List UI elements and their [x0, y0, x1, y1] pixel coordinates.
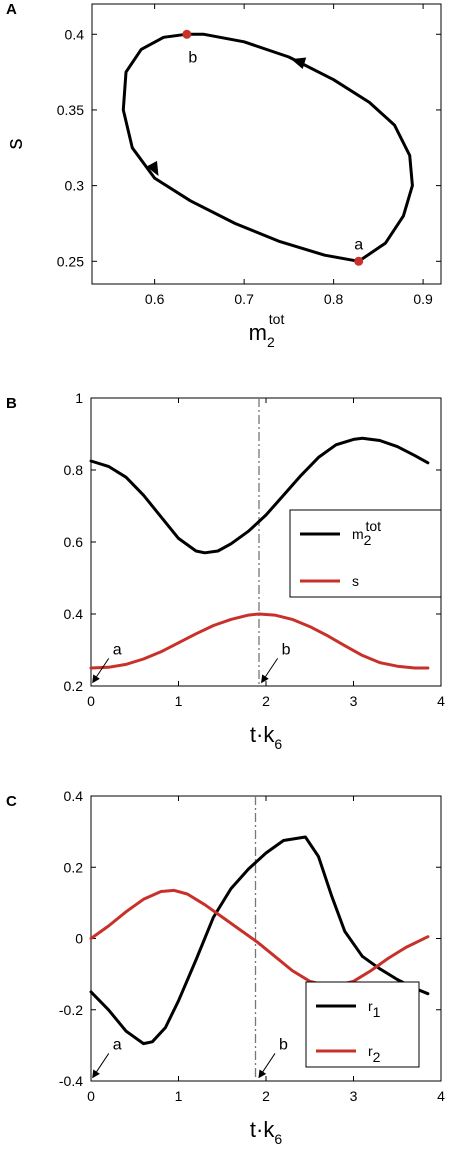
y-tick-label: 0.8 [64, 462, 84, 478]
annotation-arrow [261, 658, 279, 684]
panel-letter: A [6, 1, 17, 18]
series-line [89, 888, 430, 989]
legend-label-main: r [368, 1043, 373, 1059]
y-tick-label: 0.4 [65, 26, 85, 42]
x-axis-label: m2 tot [249, 311, 285, 350]
legend-label: s [352, 573, 359, 589]
y-tick-label: -0.4 [59, 1073, 83, 1089]
legend-label-main: s [352, 573, 359, 589]
x-tick-label: 1 [175, 1088, 183, 1104]
legend-label-sub: 2 [373, 1049, 381, 1065]
y-tick-label: 1 [75, 390, 83, 406]
series-line [89, 835, 430, 1046]
x-tick-label: 3 [350, 693, 358, 709]
y-tick-label: 0 [75, 931, 83, 947]
y-tick-label: 0.35 [57, 102, 84, 118]
legend-label: m2tot [352, 518, 381, 548]
x-axis-label-sub: 6 [274, 1131, 282, 1147]
point-b [182, 29, 192, 39]
x-axis-label: t·k6 [250, 722, 282, 752]
x-axis-label-sub: 6 [274, 736, 282, 752]
x-tick-label: 2 [262, 1088, 270, 1104]
legend-label: r2 [368, 1043, 381, 1065]
legend-label-sub: 2 [364, 532, 372, 548]
x-tick-label: 3 [350, 1088, 358, 1104]
x-tick-label: 0 [87, 693, 95, 709]
legend-box [305, 981, 420, 1068]
annotation-arrow [92, 658, 110, 684]
x-axis-label: t·k6 [250, 1117, 282, 1147]
x-tick-label: 0 [87, 1088, 95, 1104]
x-axis-label-sub: 2 [267, 334, 275, 350]
y-tick-label: 0.2 [64, 678, 84, 694]
y-tick-label: 0.6 [64, 534, 84, 550]
point-a [354, 256, 364, 266]
panel-a: A 0.6 0.7 0.8 0.9 0.25 0.3 0.35 0.4 m2 tot s a b [2, 1, 442, 350]
point-label-b: b [188, 49, 197, 66]
panel-letter: B [6, 395, 17, 412]
legend-label-main: m [352, 526, 364, 542]
direction-arrow [146, 160, 159, 176]
legend-label: r1 [368, 998, 381, 1020]
x-tick-label: 0.6 [145, 291, 165, 307]
x-tick-label: 0.7 [234, 291, 254, 307]
y-tick-label: 0.25 [57, 253, 84, 269]
x-axis-label-main: t·k [250, 1117, 275, 1142]
legend-label-sup: tot [365, 518, 381, 534]
x-axis-label-main: m [249, 320, 267, 345]
series-line [121, 32, 414, 263]
annotation-label-b: b [279, 1036, 288, 1053]
y-tick-label: 0.3 [65, 178, 85, 194]
y-axis-label: s [2, 139, 27, 150]
x-axis-label-main: t·k [250, 722, 275, 747]
annotation-label-b: b [282, 641, 291, 658]
x-tick-label: 0.8 [324, 291, 344, 307]
legend-label-sub: 1 [373, 1004, 381, 1020]
x-tick-label: 4 [437, 1088, 445, 1104]
panel-letter: C [6, 793, 17, 810]
series-line [89, 436, 430, 555]
direction-arrow [291, 57, 307, 70]
x-axis-label-sup: tot [269, 311, 285, 327]
y-tick-label: 0.4 [64, 606, 84, 622]
legend-label-main: r [368, 998, 373, 1014]
y-tick-label: 0.2 [64, 859, 84, 875]
annotation-arrow [92, 1053, 110, 1079]
annotation-arrow [258, 1053, 276, 1079]
y-tick-label: 0.4 [64, 788, 84, 804]
x-tick-label: 2 [262, 693, 270, 709]
annotation-label-a: a [113, 1036, 122, 1053]
y-tick-label: -0.2 [59, 1002, 83, 1018]
axes-box [91, 3, 442, 285]
x-tick-label: 0.9 [413, 291, 433, 307]
x-tick-label: 1 [175, 693, 183, 709]
point-label-a: a [354, 236, 363, 253]
series-line [89, 612, 430, 670]
x-tick-label: 4 [437, 693, 445, 709]
annotation-label-a: a [113, 641, 122, 658]
